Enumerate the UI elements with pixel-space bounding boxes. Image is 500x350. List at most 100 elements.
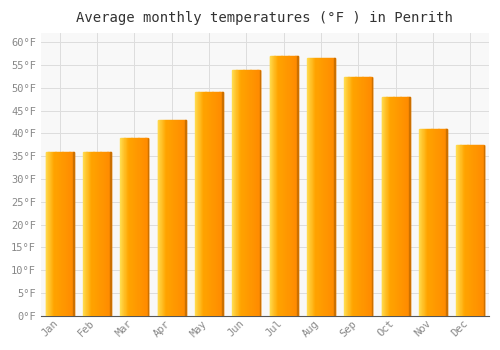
Bar: [349, 77, 350, 316]
Bar: [446, 129, 447, 316]
Bar: [351, 77, 352, 316]
Bar: [396, 97, 397, 316]
Bar: [169, 120, 170, 316]
Bar: [446, 129, 447, 316]
Bar: [68, 152, 69, 316]
Bar: [145, 138, 146, 316]
Bar: [126, 138, 128, 316]
Bar: [330, 58, 332, 316]
Bar: [274, 56, 276, 316]
Bar: [444, 129, 445, 316]
Bar: [430, 129, 431, 316]
Bar: [130, 138, 131, 316]
Bar: [420, 129, 421, 316]
Bar: [256, 70, 257, 316]
Bar: [161, 120, 162, 316]
Bar: [328, 58, 330, 316]
Bar: [158, 120, 159, 316]
Bar: [49, 152, 50, 316]
Bar: [270, 56, 271, 316]
Bar: [330, 58, 331, 316]
Bar: [435, 129, 436, 316]
Bar: [469, 145, 470, 316]
Bar: [142, 138, 144, 316]
Bar: [475, 145, 476, 316]
Bar: [68, 152, 70, 316]
Bar: [422, 129, 423, 316]
Bar: [286, 56, 287, 316]
Bar: [183, 120, 184, 316]
Bar: [278, 56, 280, 316]
Bar: [209, 92, 210, 316]
Bar: [47, 152, 48, 316]
Bar: [257, 70, 258, 316]
Bar: [159, 120, 160, 316]
Bar: [288, 56, 290, 316]
Bar: [333, 58, 334, 316]
Bar: [385, 97, 386, 316]
Bar: [321, 58, 322, 316]
Bar: [73, 152, 74, 316]
Bar: [138, 138, 140, 316]
Bar: [311, 58, 312, 316]
Bar: [320, 58, 321, 316]
Bar: [463, 145, 464, 316]
Bar: [292, 56, 293, 316]
Bar: [54, 152, 56, 316]
Bar: [310, 58, 311, 316]
Bar: [316, 58, 318, 316]
Bar: [252, 70, 254, 316]
Bar: [206, 92, 207, 316]
Bar: [314, 58, 316, 316]
Bar: [196, 92, 197, 316]
Bar: [312, 58, 314, 316]
Bar: [220, 92, 221, 316]
Bar: [478, 145, 480, 316]
Bar: [242, 70, 243, 316]
Bar: [70, 152, 71, 316]
Bar: [128, 138, 129, 316]
Bar: [423, 129, 424, 316]
Bar: [243, 70, 244, 316]
Bar: [132, 138, 133, 316]
Bar: [421, 129, 422, 316]
Bar: [100, 152, 101, 316]
Bar: [382, 97, 383, 316]
Bar: [400, 97, 401, 316]
Bar: [472, 145, 473, 316]
Bar: [104, 152, 106, 316]
Bar: [172, 120, 173, 316]
Bar: [361, 77, 362, 316]
Bar: [334, 58, 335, 316]
Bar: [409, 97, 410, 316]
Bar: [174, 120, 175, 316]
Bar: [282, 56, 283, 316]
Bar: [164, 120, 166, 316]
Bar: [178, 120, 180, 316]
Bar: [140, 138, 141, 316]
Bar: [324, 58, 325, 316]
Bar: [87, 152, 88, 316]
Bar: [366, 77, 368, 316]
Bar: [176, 120, 178, 316]
Bar: [200, 92, 202, 316]
Bar: [247, 70, 248, 316]
Bar: [54, 152, 55, 316]
Bar: [249, 70, 250, 316]
Bar: [432, 129, 433, 316]
Bar: [434, 129, 435, 316]
Bar: [259, 70, 260, 316]
Bar: [325, 58, 326, 316]
Bar: [50, 152, 51, 316]
Bar: [246, 70, 247, 316]
Bar: [137, 138, 138, 316]
Bar: [93, 152, 94, 316]
Bar: [365, 77, 366, 316]
Bar: [237, 70, 238, 316]
Bar: [212, 92, 213, 316]
Bar: [98, 152, 99, 316]
Bar: [222, 92, 223, 316]
Bar: [85, 152, 86, 316]
Bar: [408, 97, 409, 316]
Bar: [109, 152, 110, 316]
